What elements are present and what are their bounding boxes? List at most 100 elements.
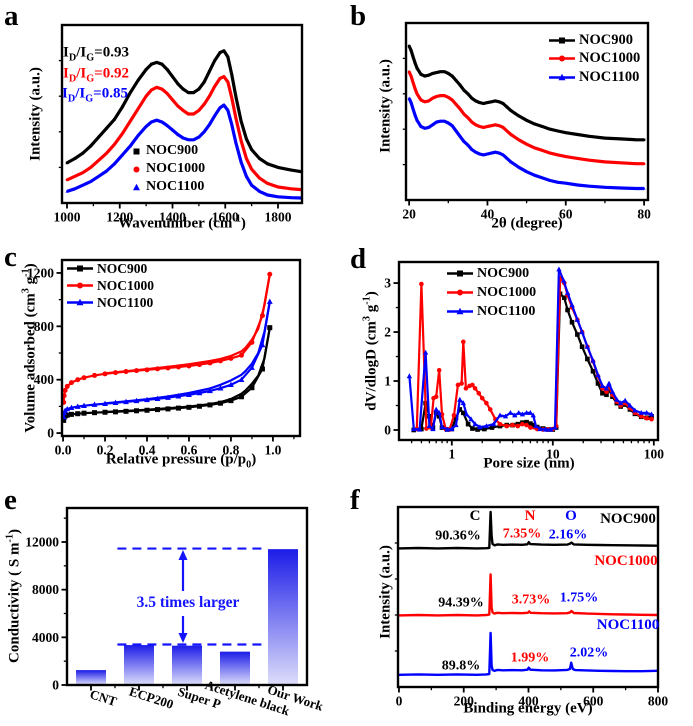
svg-text:1800: 1800 [265, 210, 292, 225]
circle-marker-icon [133, 166, 140, 172]
svg-text:60: 60 [559, 207, 573, 222]
bar-Acetylene black [220, 651, 250, 684]
svg-text:0: 0 [52, 678, 59, 693]
panel-letter-d: d [350, 243, 367, 275]
panel-letter-a: a [4, 0, 19, 32]
square-marker-icon [133, 148, 140, 154]
y-axis-label-f: Intensity (a.u.) [377, 545, 394, 639]
circle-marker-icon [67, 282, 93, 289]
triangle-marker-icon [549, 73, 575, 80]
panel-d: 1 10 100 0 1 2 3 d dV/dlogD (cm3 g-1) Pore siz… [346, 233, 693, 480]
series-NOC900-desorption [104, 327, 271, 414]
svg-text:1.0: 1.0 [264, 443, 281, 458]
circle-marker-icon [447, 289, 473, 296]
legend-label: NOC900 [477, 265, 530, 281]
chart-c: 0.0 0.2 0.4 0.6 0.8 1.0 0 400 800 1200 [27, 258, 302, 458]
legend-item-NOC900: NOC900 [66, 260, 154, 277]
svg-text:12000: 12000 [25, 534, 59, 549]
panel-a: 1000 1200 1400 1600 1800 a Intensity (a.u.) … [0, 0, 346, 233]
category-label: CNT [88, 686, 119, 709]
panel-letter-b: b [350, 0, 367, 32]
svg-text:200: 200 [454, 694, 475, 709]
plot-frame [396, 505, 660, 689]
chart-d: 1 10 100 0 1 2 3 [384, 260, 665, 462]
panel-letter-f: f [350, 484, 360, 516]
legend-label: NOC1100 [477, 303, 536, 319]
svg-text:1: 1 [448, 447, 455, 462]
panel-e: 0 4000 8000 12000 CNT ECP200 Super P Acetylene … [0, 480, 346, 726]
legend-item-NOC1000: NOC1000 [548, 50, 640, 69]
svg-text:0: 0 [396, 694, 403, 709]
x-axis-label-f: Binding energy (eV) [463, 700, 593, 717]
legend-a: NOC900 NOC1000 NOC1100 [130, 142, 205, 196]
svg-text:800: 800 [34, 319, 55, 334]
plot-frame [60, 23, 304, 205]
legend-item-NOC1100: NOC1100 [130, 178, 205, 196]
x-axis-label-b: 2θ (degree) [491, 215, 563, 232]
bar-CNT [76, 670, 106, 684]
legend-d: NOC900 NOC1000 NOC1100 [446, 264, 536, 321]
svg-text:0.4: 0.4 [139, 443, 156, 458]
square-marker-icon [67, 265, 93, 272]
svg-text:400: 400 [518, 694, 539, 709]
square-marker-icon [549, 37, 575, 44]
chart-a: 1000 1200 1400 1600 1800 [54, 23, 304, 225]
legend-label: NOC1000 [97, 277, 154, 293]
series-NOC900 [399, 510, 657, 550]
x-axis-label-a: Wavenumber (cm-1) [118, 213, 246, 232]
y-axis-label-a: Intensity (a.u.) [27, 67, 44, 161]
y-axis-label-c: Volume adsorbed (cm3 g-1) [20, 263, 39, 433]
svg-text:80: 80 [637, 207, 651, 222]
svg-text:40: 40 [481, 207, 495, 222]
y-axis-label-b: Intensity (a.u.) [377, 59, 394, 153]
x-axis-label-c: Relative pressure (p/p0) [105, 451, 257, 471]
legend-label: NOC1100 [579, 68, 640, 85]
svg-text:400: 400 [34, 372, 55, 387]
legend-item-NOC900: NOC900 [446, 264, 536, 283]
plot-frame [397, 260, 660, 442]
series-NOC1000 [399, 573, 657, 617]
legend-c: NOC900 NOC1000 NOC1100 [66, 260, 154, 311]
bar-Our Work [268, 549, 298, 684]
svg-text:1200: 1200 [27, 265, 54, 280]
svg-text:0: 0 [384, 423, 391, 438]
panel-letter-c: c [4, 241, 17, 273]
series-NOC1100 [399, 631, 657, 676]
svg-text:20: 20 [402, 207, 416, 222]
svg-text:1400: 1400 [159, 210, 186, 225]
legend-item-NOC1000: NOC1000 [130, 160, 205, 178]
panel-letter-e: e [4, 484, 17, 516]
panel-f: 0 200 400 600 800 f Intensity (a.u.) Binding… [346, 480, 693, 726]
triangle-marker-icon [447, 307, 473, 315]
svg-text:0.6: 0.6 [181, 443, 198, 458]
triangle-marker-icon [133, 183, 140, 190]
legend-label: NOC900 [146, 143, 199, 158]
legend-label: NOC1000 [146, 161, 206, 176]
legend-label: NOC1000 [579, 50, 641, 67]
svg-text:1: 1 [384, 374, 391, 389]
svg-text:800: 800 [648, 694, 669, 709]
svg-text:0.0: 0.0 [55, 443, 72, 458]
legend-item-NOC1100: NOC1100 [66, 294, 154, 311]
bar-Super P [172, 645, 202, 684]
chart-f: 0 200 400 600 800 [394, 505, 669, 709]
legend-b: NOC900 NOC1000 NOC1100 [548, 31, 640, 87]
legend-item-NOC900: NOC900 [548, 31, 640, 50]
svg-text:1200: 1200 [106, 210, 133, 225]
legend-label: NOC1100 [97, 294, 154, 310]
svg-text:4000: 4000 [32, 630, 59, 645]
legend-item-NOC1000: NOC1000 [446, 283, 536, 302]
series-NOC1100-desorption [104, 301, 271, 405]
x-axis-label-d: Pore size (nm) [483, 455, 575, 472]
panel-c: 0.0 0.2 0.4 0.6 0.8 1.0 0 400 800 1200 c Volume a… [0, 233, 346, 480]
svg-text:0.8: 0.8 [223, 443, 240, 458]
svg-text:0: 0 [47, 426, 54, 441]
svg-text:3: 3 [384, 276, 391, 291]
panel-b: 20 40 60 80 b Intensity (a.u.) 2θ (degree) … [346, 0, 693, 233]
svg-text:100: 100 [644, 447, 665, 462]
legend-item-NOC900: NOC900 [130, 142, 205, 160]
svg-text:2: 2 [384, 325, 391, 340]
legend-label: NOC900 [579, 31, 633, 48]
